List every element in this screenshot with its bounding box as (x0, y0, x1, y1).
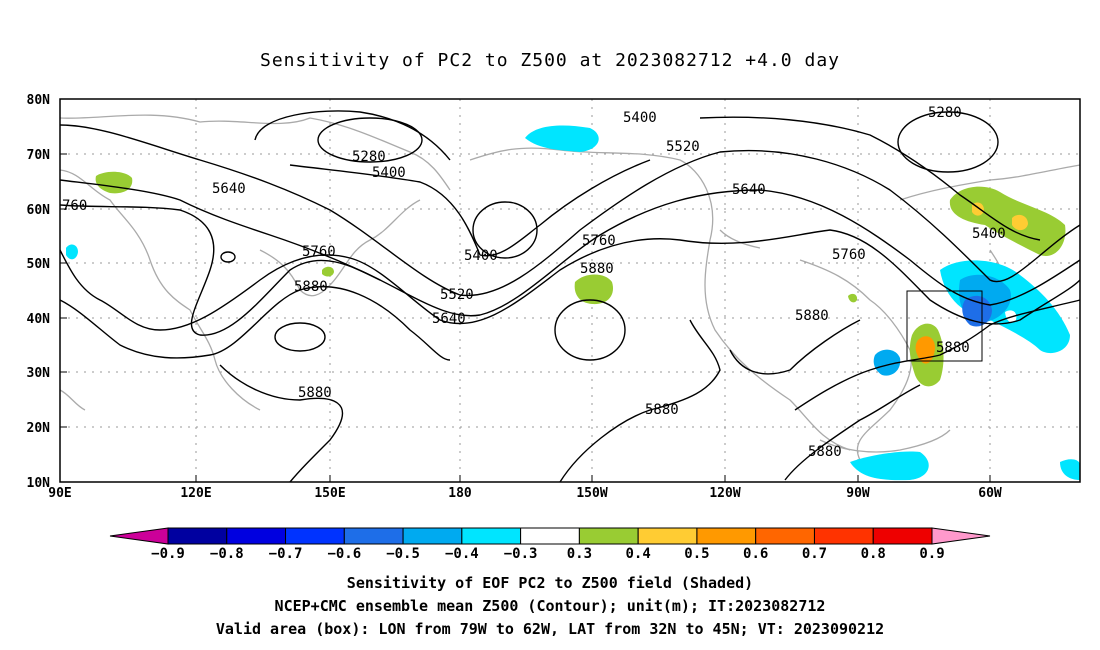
colorbar-label: 0.6 (743, 546, 768, 562)
colorbar-swatch (167, 527, 228, 545)
colorbar-swatch (637, 527, 698, 545)
colorbar-label: −0.9 (151, 546, 185, 562)
contour-label: 5880 (645, 402, 679, 418)
tick-marks (60, 98, 991, 482)
lat-label: 30N (27, 366, 51, 381)
contour-label: 5280 (352, 149, 386, 165)
contour-label: 5640 (432, 311, 466, 327)
contour-label: 5400 (372, 165, 406, 181)
colorbar-swatch (520, 527, 580, 545)
footer-line-2: NCEP+CMC ensemble mean Z500 (Contour); u… (274, 597, 826, 615)
lat-label: 70N (27, 148, 51, 163)
lon-label: 150W (576, 486, 607, 501)
contour-label: 5640 (212, 181, 246, 197)
lon-label: 150E (314, 486, 345, 501)
colorbar-label: −0.6 (327, 546, 361, 562)
colorbar-label: −0.4 (445, 546, 479, 562)
colorbar-swatch (402, 527, 463, 545)
lon-label: 90E (48, 486, 71, 501)
lon-label: 180 (448, 486, 472, 501)
plot-area: 5280 5280 5400 5400 5400 5400 5520 5520 … (27, 93, 1081, 501)
contour-label: 5760 (302, 244, 336, 260)
lon-label: 60W (978, 486, 1002, 501)
lon-label: 120E (180, 486, 211, 501)
valid-area-box (906, 290, 983, 362)
coastlines (59, 114, 1081, 461)
colorbar-low-arrow (109, 527, 169, 545)
colorbar-label: 0.4 (626, 546, 651, 562)
lat-label: 20N (27, 421, 51, 436)
sensitivity-shading (66, 125, 1080, 481)
lat-label: 80N (27, 93, 51, 108)
colorbar-high-arrow (931, 527, 991, 545)
lat-label: 60N (27, 203, 51, 218)
colorbar-label: 0.3 (567, 546, 592, 562)
lat-label: 40N (27, 312, 51, 327)
contour-label: 5520 (666, 139, 700, 155)
colorbar-label: −0.8 (210, 546, 244, 562)
colorbar-label: 0.7 (802, 546, 827, 562)
lat-label: 50N (27, 257, 51, 272)
contour-label: 5880 (580, 261, 614, 277)
lon-label: 90W (846, 486, 870, 501)
contour-labels: 5280 5280 5400 5400 5400 5400 5520 5520 … (62, 105, 1006, 460)
lon-label: 120W (709, 486, 740, 501)
gridlines (60, 99, 1080, 482)
footer-line-1: Sensitivity of EOF PC2 to Z500 field (Sh… (346, 574, 754, 592)
colorbar-label: −0.5 (386, 546, 420, 562)
contour-label: 5880 (298, 385, 332, 401)
contour-label: 5400 (623, 110, 657, 126)
contour-label: 5880 (808, 444, 842, 460)
colorbar-label: 0.5 (684, 546, 709, 562)
contour-label: 5880 (294, 279, 328, 295)
latitude-labels: 80N 70N 60N 50N 40N 30N 20N 10N (27, 93, 51, 491)
contour-label: 5760 (582, 233, 616, 249)
colorbar-swatch (755, 527, 815, 545)
contour-label: 5280 (928, 105, 962, 121)
contour-label: 760 (62, 198, 87, 214)
plot-frame (59, 98, 1081, 483)
colorbar-label: −0.7 (269, 546, 303, 562)
colorbar: −0.9 −0.8 −0.7 −0.6 −0.5 −0.4 −0.3 0.3 0.4 0.5 0.6… (109, 527, 991, 562)
colorbar-swatch (813, 527, 874, 545)
colorbar-label: 0.8 (861, 546, 886, 562)
footer-line-3: Valid area (box): LON from 79W to 62W, L… (215, 620, 885, 638)
contour-label: 5880 (795, 308, 829, 324)
colorbar-swatch (461, 527, 522, 545)
colorbar-swatch (696, 527, 757, 545)
contour-label: 5760 (832, 247, 866, 263)
colorbar-swatch (578, 527, 639, 545)
colorbar-swatch (226, 527, 287, 545)
colorbar-swatch (285, 527, 345, 545)
contour-label: 5880 (936, 340, 970, 356)
colorbar-label: 0.9 (919, 546, 944, 562)
contour-label: 5400 (972, 226, 1006, 242)
longitude-labels: 90E 120E 150E 180 150W 120W 90W 60W (48, 486, 1002, 501)
z500-contours (59, 110, 1081, 483)
lat-label: 10N (27, 476, 51, 491)
colorbar-label: −0.3 (504, 546, 538, 562)
contour-label: 5640 (732, 182, 766, 198)
colorbar-swatch (872, 527, 933, 545)
colorbar-swatch (343, 527, 404, 545)
contour-label: 5400 (464, 248, 498, 264)
map-title: Sensitivity of PC2 to Z500 at 2023082712… (259, 50, 840, 71)
contour-label: 5520 (440, 287, 474, 303)
